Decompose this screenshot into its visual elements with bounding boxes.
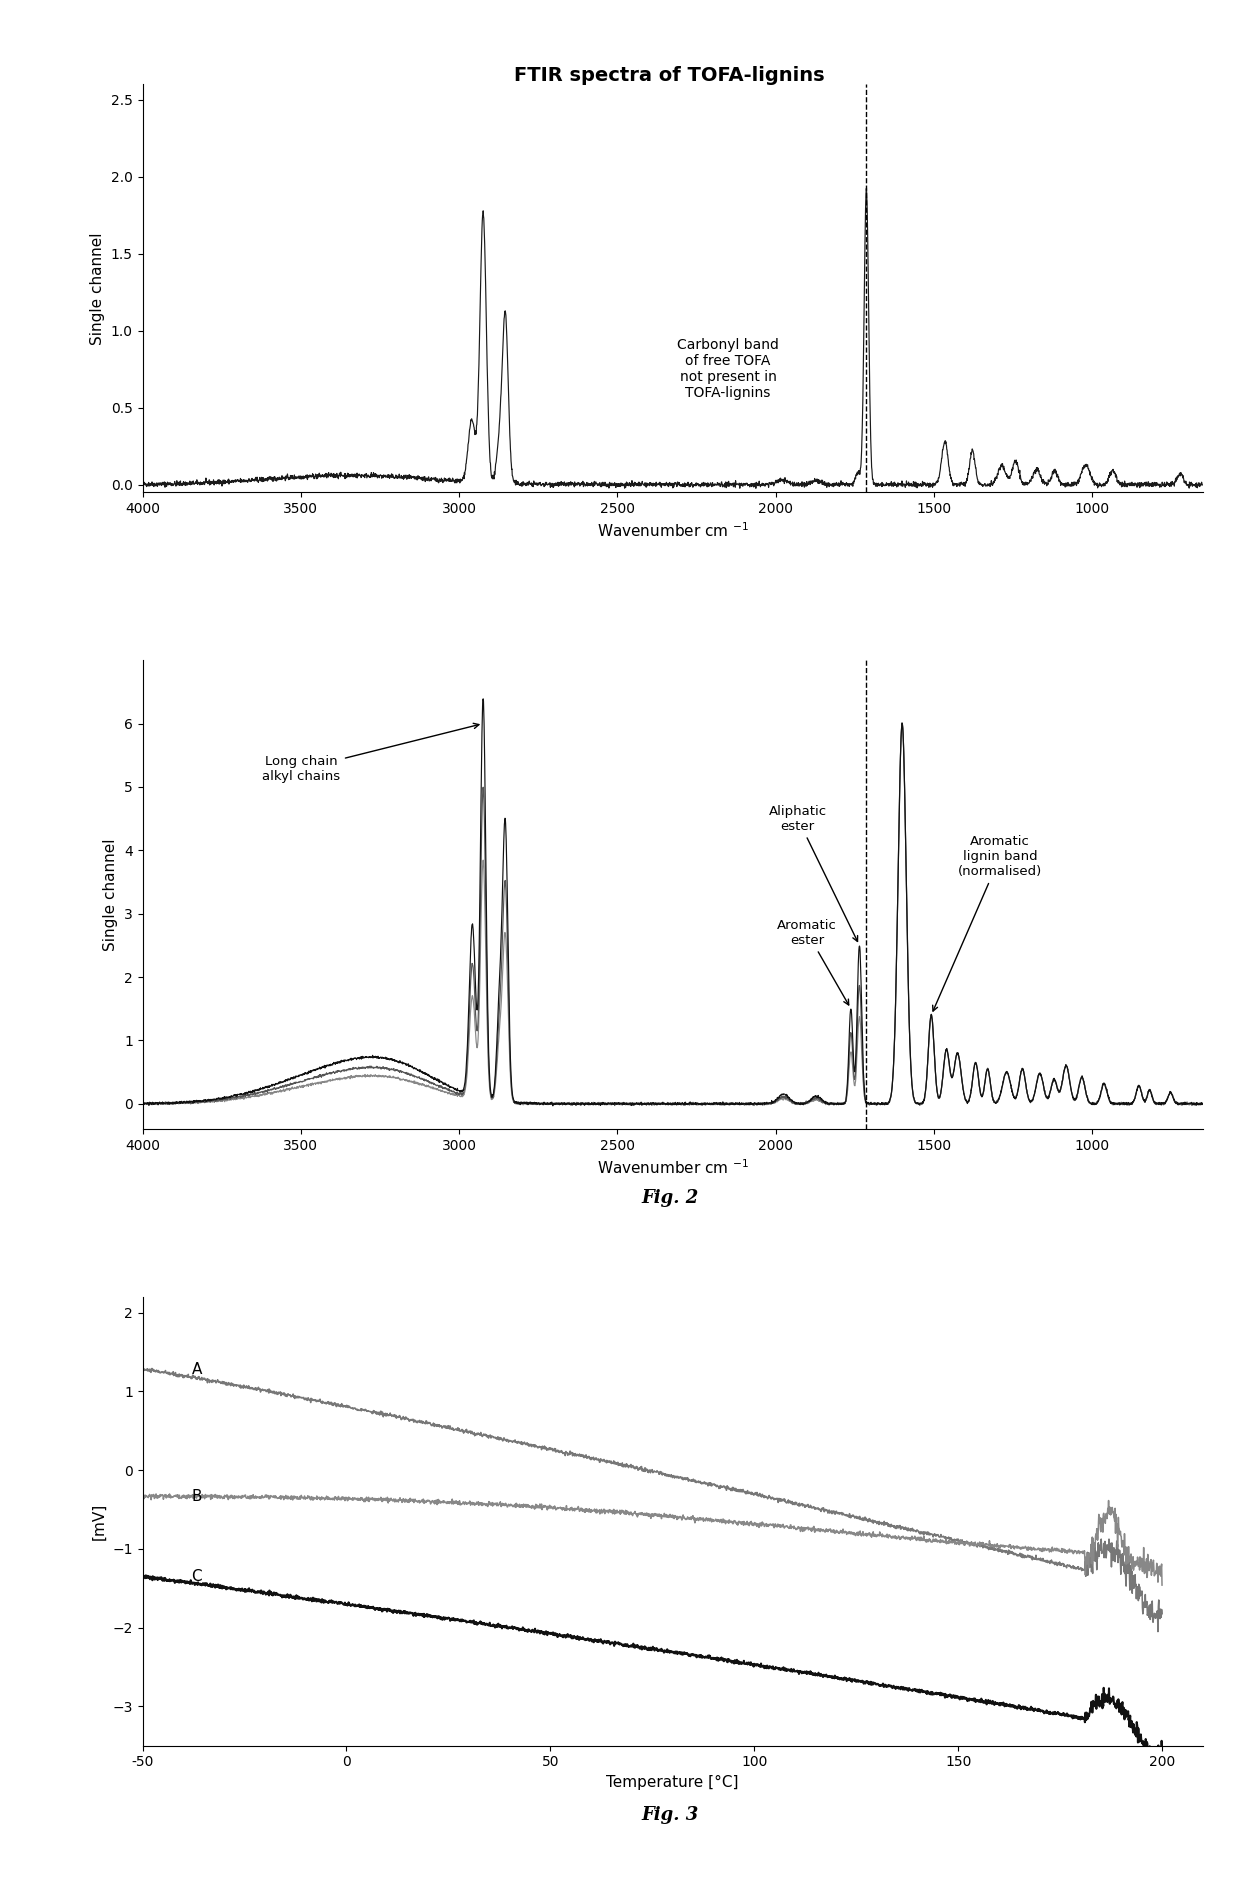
Text: FTIR spectra of TOFA-lignins: FTIR spectra of TOFA-lignins bbox=[515, 66, 825, 84]
Text: Aromatic
lignin band
(normalised): Aromatic lignin band (normalised) bbox=[932, 835, 1043, 1012]
Text: A: A bbox=[191, 1363, 202, 1378]
Text: Fig. 3: Fig. 3 bbox=[641, 1806, 698, 1824]
Text: B: B bbox=[191, 1488, 202, 1503]
Text: Carbonyl band
of free TOFA
not present in
TOFA-lignins: Carbonyl band of free TOFA not present i… bbox=[677, 338, 779, 400]
Text: Aliphatic
ester: Aliphatic ester bbox=[769, 805, 858, 942]
Y-axis label: [mV]: [mV] bbox=[92, 1503, 107, 1539]
X-axis label: Temperature [°C]: Temperature [°C] bbox=[606, 1776, 739, 1791]
Text: Aromatic
ester: Aromatic ester bbox=[777, 918, 848, 1004]
X-axis label: Wavenumber cm $^{-1}$: Wavenumber cm $^{-1}$ bbox=[596, 522, 749, 541]
Text: Long chain
alkyl chains: Long chain alkyl chains bbox=[262, 723, 479, 783]
Text: C: C bbox=[191, 1569, 202, 1584]
Text: Fig. 2: Fig. 2 bbox=[641, 1190, 698, 1207]
Y-axis label: Single channel: Single channel bbox=[103, 839, 119, 952]
X-axis label: Wavenumber cm $^{-1}$: Wavenumber cm $^{-1}$ bbox=[596, 1158, 749, 1177]
Y-axis label: Single channel: Single channel bbox=[91, 233, 105, 345]
